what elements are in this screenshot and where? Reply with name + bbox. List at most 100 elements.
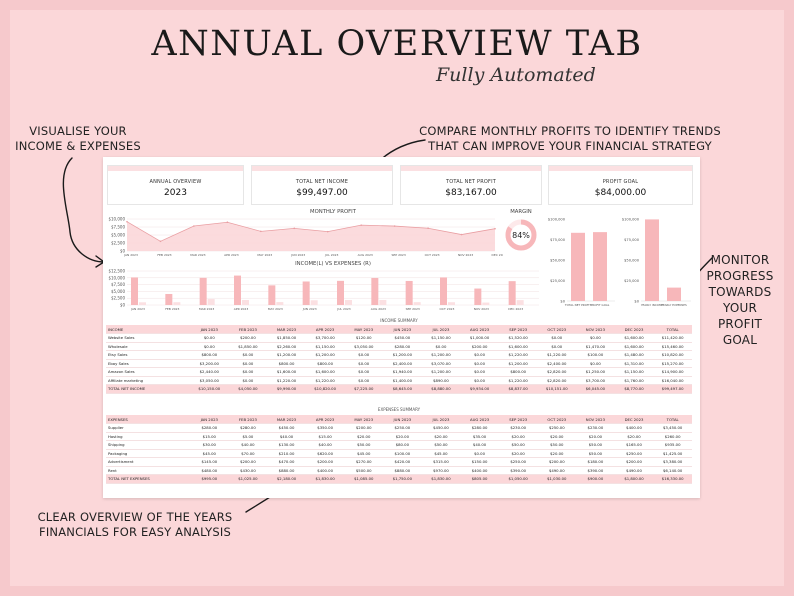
table-cell: $20.00 (383, 432, 422, 441)
table-cell: $8,645.00 (383, 384, 422, 394)
table-cell: $880.00 (383, 466, 422, 475)
profit-x-tick: JUL 2023 (324, 253, 338, 257)
income-bar (234, 275, 241, 305)
kpi-value: 2023 (164, 188, 187, 198)
income-bar (131, 277, 138, 305)
row-label: Etsy Sales (106, 350, 190, 360)
table-cell: $40.00 (305, 440, 345, 450)
profit-point (393, 225, 396, 227)
table-cell: JUL 2023 (421, 325, 461, 334)
table-cell: $1,400.00 (383, 376, 422, 385)
table-cell: $1,220.00 (537, 350, 577, 360)
table-cell: $0.00 (344, 367, 384, 377)
table-cell: $390.00 (498, 466, 538, 475)
table-cell: $620.00 (305, 449, 345, 458)
ie-x-tick: MAR 2023 (199, 307, 214, 311)
table-cell: $80.00 (383, 440, 422, 450)
table-cell: $70.00 (228, 449, 268, 458)
table-cell: JAN 2023 (190, 325, 229, 334)
table-cell: $1,150.00 (305, 342, 345, 351)
kpi-value: $99,497.00 (296, 188, 348, 198)
profit-point (326, 230, 329, 233)
table-cell: JUL 2023 (421, 415, 461, 424)
table-cell: $800.00 (190, 350, 229, 360)
ie-x-tick: DEC 2023 (508, 307, 523, 311)
page-title: ANNUAL OVERVIEW TAB (151, 24, 643, 64)
table-cell: $1,940.00 (383, 367, 422, 377)
table-cell: $1,800.00 (614, 474, 654, 484)
ie-x-tick: OCT 2023 (440, 307, 455, 311)
table-cell: $250.00 (614, 449, 654, 458)
table-cell: $0.00 (344, 350, 384, 360)
table-cell: $10,820.00 (653, 350, 692, 360)
row-label: Rent (106, 466, 190, 475)
table-cell: $1,085.00 (344, 474, 384, 484)
table-cell: $1,480.00 (614, 350, 654, 360)
goal-bar-label: YEARLY EXPENSES (661, 303, 687, 307)
goal-bar (645, 219, 659, 301)
table-cell: DEC 2023 (614, 325, 654, 334)
table-cell: MAY 2023 (344, 415, 384, 424)
margin-arc (505, 219, 537, 251)
goal-right-tick: $100,000 (622, 218, 640, 222)
table-cell: $20.00 (576, 432, 615, 441)
profit-point (126, 220, 128, 223)
table-cell: DEC 2023 (614, 415, 654, 424)
table-cell: $450.00 (267, 423, 306, 433)
profit-y-tick: $5,000 (111, 233, 125, 238)
profit-point (226, 221, 229, 224)
expense-bar (242, 300, 249, 305)
table-cell: $130.00 (267, 440, 306, 450)
table-cell: $7,225.00 (344, 384, 384, 394)
row-label: Shipping (106, 440, 190, 450)
table-cell: $0.00 (537, 333, 577, 343)
income-vs-expenses-chart: $12,500$10,000 $7,500 $5,000 $2,500 $0 JAN 20… (108, 269, 539, 311)
table-cell: $1,000.00 (460, 333, 499, 343)
table-cell: $20.00 (421, 432, 461, 441)
expense-bar (482, 302, 490, 305)
expense-bar (379, 299, 387, 305)
income-bar (508, 281, 516, 305)
table-total-row: TOTAL NET INCOME $10,150.00 $4,050.00 $9,99… (106, 384, 692, 394)
table-cell: $995.00 (190, 474, 229, 484)
table-cell: $20.00 (498, 449, 538, 458)
table-cell: $1,425.00 (653, 449, 692, 458)
expense-bar (173, 302, 181, 305)
spreadsheet-preview: ANNUAL OVERVIEW 2023 TOTAL NET INCOME $9… (103, 157, 700, 498)
table-cell: $15,460.00 (653, 342, 692, 351)
table-cell: $1,600.00 (267, 367, 306, 377)
table-cell: $2,400.00 (383, 359, 422, 368)
table-cell: $10,820.00 (305, 384, 345, 394)
table-cell: $200.00 (537, 457, 577, 467)
table-cell: $6,045.00 (576, 384, 615, 394)
margin-title: MARGIN (510, 209, 532, 215)
table-cell: $3,700.00 (305, 333, 345, 343)
row-label: Affiliate marketing (106, 376, 190, 385)
table-cell: $430.00 (228, 466, 268, 475)
kpi-value: $83,167.00 (445, 188, 497, 198)
table-cell: $50.00 (344, 440, 384, 450)
table-cell: $250.00 (537, 423, 577, 433)
table-cell: $100.00 (576, 350, 615, 360)
callout-clear: CLEAR OVERVIEW OF THE YEARS FINANCIALS F… (37, 510, 233, 539)
table-cell: $450.00 (421, 423, 461, 433)
ie-x-tick: MAY 2023 (268, 307, 283, 311)
income-summary-table: INCOME JAN 2023 FEB 2023 MAR 2023 APR 2023 MA… (106, 325, 692, 394)
profit-y-tick: $2,500 (111, 241, 125, 246)
table-cell: $1,750.00 (383, 474, 422, 484)
profit-x-tick: SEP 2023 (392, 253, 406, 257)
profit-y-tick: $10,000 (108, 217, 125, 222)
table-cell: $470.00 (267, 457, 306, 467)
ie-x-tick: JUN 2023 (302, 307, 317, 311)
kpi-label: TOTAL NET INCOME (295, 179, 349, 185)
table-cell: AUG 2023 (460, 325, 499, 334)
table-cell: $1,220.00 (498, 376, 538, 385)
row-label: Advertisment (106, 457, 190, 467)
table-cell: $1,220.00 (305, 376, 345, 385)
row-label: Ebay Sales (106, 359, 190, 368)
profit-x-tick: JAN 2023 (123, 253, 138, 257)
row-label: TOTAL NET EXPENSES (106, 474, 190, 484)
row-label: Website Sales (106, 333, 190, 343)
income-row: Website Sales $0.00 $200.00 $1,850.00 $3,700… (106, 333, 692, 343)
table-cell: $315.00 (421, 457, 461, 467)
